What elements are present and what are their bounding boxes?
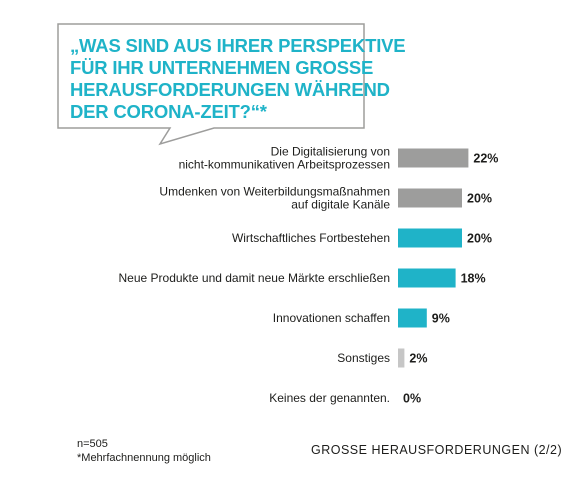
footnote: *Mehrfachnennung möglich <box>77 452 211 464</box>
category-label: Umdenken von Weiterbildungsmaßnahmen <box>159 185 390 199</box>
bar <box>398 308 427 328</box>
speech-bubble-outline <box>57 23 365 146</box>
value-label: 18% <box>461 272 486 286</box>
value-label: 22% <box>473 152 498 166</box>
category-label: auf digitale Kanäle <box>291 198 390 212</box>
value-label: 20% <box>467 192 492 206</box>
category-label: Die Digitalisierung von <box>271 145 390 159</box>
bar <box>398 228 462 248</box>
question-line-3: HERAUSFORDERUNGEN WÄHREND <box>70 79 390 100</box>
value-label: 9% <box>432 312 450 326</box>
value-label: 0% <box>403 392 421 406</box>
footer-title: GROSSE HERAUSFORDERUNGEN (2/2) <box>311 443 563 457</box>
category-label: nicht-kommunikativen Arbeitsprozessen <box>179 158 390 172</box>
question-line-2: FÜR IHR UNTERNEHMEN GROSSE <box>70 57 374 78</box>
category-label: Neue Produkte und damit neue Märkte ersc… <box>119 271 390 285</box>
category-label: Keines der genannten. <box>269 391 390 405</box>
bar <box>398 268 456 288</box>
speech-bubble <box>57 23 365 146</box>
question-line-1: „WAS SIND AUS IHRER PERSPEKTIVE <box>70 35 406 56</box>
value-label: 2% <box>409 352 427 366</box>
question-line-4: DER CORONA-ZEIT?“* <box>70 101 267 122</box>
category-label: Innovationen schaffen <box>273 311 390 325</box>
category-label: Wirtschaftliches Fortbestehen <box>232 231 390 245</box>
value-label: 20% <box>467 232 492 246</box>
bar <box>398 188 462 208</box>
sample-size: n=505 <box>77 438 108 450</box>
bar <box>398 348 405 368</box>
category-label: Sonstiges <box>337 351 390 365</box>
bar <box>398 148 469 168</box>
bar-chart: Die Digitalisierung vonnicht-kommunikati… <box>119 145 499 406</box>
